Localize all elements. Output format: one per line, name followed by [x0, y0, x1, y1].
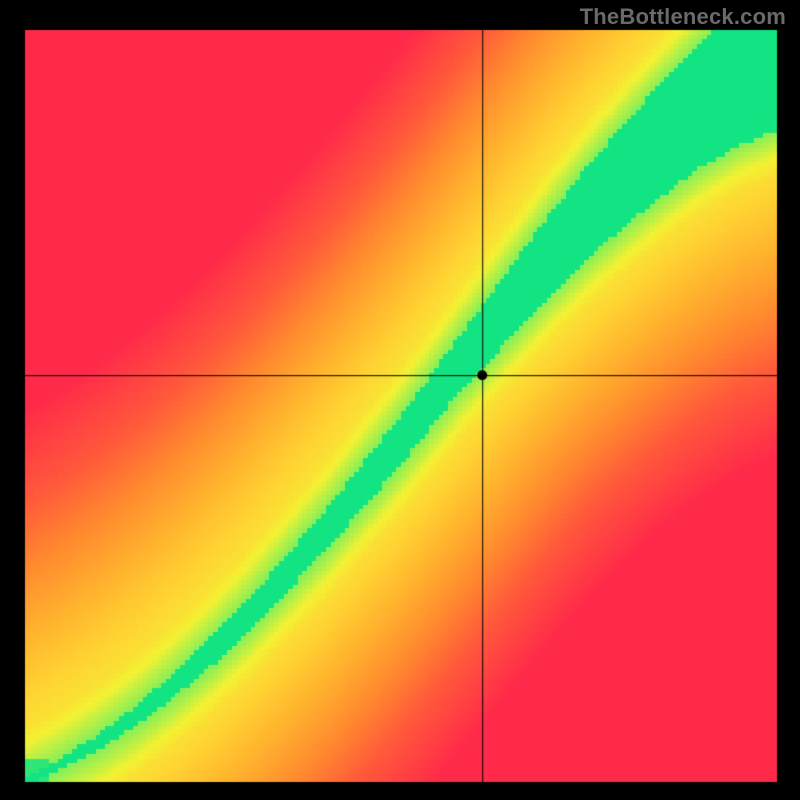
bottleneck-heatmap-canvas [0, 0, 800, 800]
watermark-label: TheBottleneck.com [580, 4, 786, 30]
chart-root: TheBottleneck.com [0, 0, 800, 800]
